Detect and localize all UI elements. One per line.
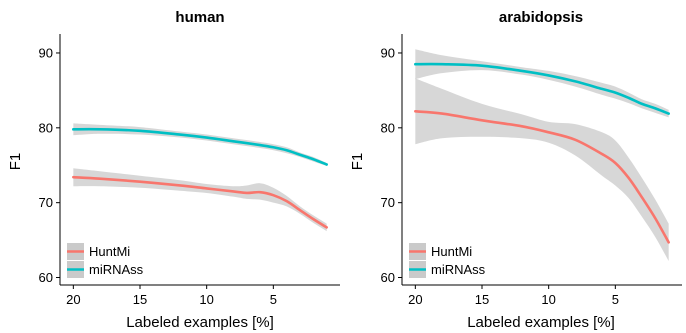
y-tick-label: 90 — [39, 45, 53, 60]
legend-label: miRNAss — [89, 262, 144, 277]
y-tick-label: 70 — [381, 195, 395, 210]
y-tick-label: 70 — [39, 195, 53, 210]
confidence-band-mirnass — [73, 123, 327, 166]
panel-arabidopsis: arabidopsis 60 70 80 90 20 15 10 5 Labeled exampl… — [349, 9, 682, 331]
confidence-band-huntmi — [415, 78, 669, 262]
x-tick-label: 10 — [199, 292, 213, 307]
series-line-mirnass — [414, 62, 670, 115]
chart-title: arabidopsis — [499, 9, 583, 26]
legend-label: HuntMi — [431, 244, 472, 259]
x-tick-label: 15 — [475, 292, 489, 307]
x-axis-label: Labeled examples [%] — [467, 314, 615, 331]
y-tick-label: 60 — [39, 270, 53, 285]
series-line-mirnass — [72, 127, 328, 166]
series-line-huntmi — [72, 175, 328, 229]
series-line-huntmi — [414, 110, 670, 244]
y-axis-label: F1 — [349, 153, 366, 171]
x-tick-label: 15 — [133, 292, 147, 307]
y-tick-label: 80 — [39, 120, 53, 135]
legend-label: miRNAss — [431, 262, 486, 277]
y-tick-label: 80 — [381, 120, 395, 135]
x-tick-label: 20 — [66, 292, 80, 307]
legend: HuntMi miRNAss — [67, 243, 144, 278]
x-tick-label: 5 — [270, 292, 277, 307]
confidence-band-huntmi — [73, 168, 327, 232]
x-tick-label: 20 — [408, 292, 422, 307]
x-axis-label: Labeled examples [%] — [126, 314, 274, 331]
x-tick-label: 5 — [612, 292, 619, 307]
legend-label: HuntMi — [89, 244, 130, 259]
x-tick-label: 10 — [541, 292, 555, 307]
panel-human: human 60 70 80 90 20 15 10 5 Labeled examples [%]… — [7, 9, 340, 331]
chart-title: human — [175, 9, 224, 26]
y-axis-label: F1 — [7, 153, 24, 171]
y-tick-label: 90 — [381, 45, 395, 60]
y-tick-label: 60 — [381, 270, 395, 285]
legend: HuntMi miRNAss — [409, 243, 486, 278]
